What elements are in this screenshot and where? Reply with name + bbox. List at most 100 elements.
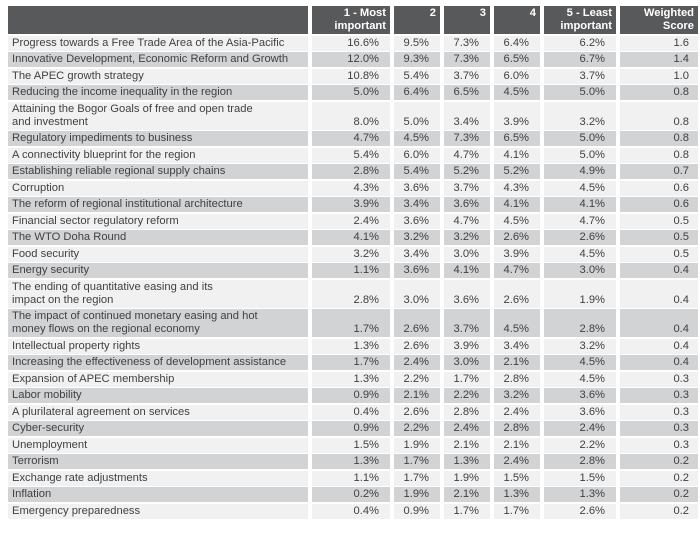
value-cell: 6.5% [444, 85, 490, 100]
value-cell: 6.4% [494, 35, 540, 51]
value-cell: 1.9% [394, 437, 440, 453]
value-cell: 12.0% [312, 52, 390, 67]
value-cell: 6.0% [494, 68, 540, 84]
column-header: 2 [394, 6, 440, 34]
weighted-score-cell: 1.6 [620, 35, 698, 51]
value-cell: 2.4% [494, 454, 540, 469]
column-header: Weighted Score [620, 6, 698, 34]
value-cell: 4.5% [494, 85, 540, 100]
column-header: 1 - Most important [312, 6, 390, 34]
value-cell: 2.1% [444, 437, 490, 453]
row-label: The reform of regional institutional arc… [8, 197, 308, 212]
value-cell: 2.8% [544, 309, 616, 337]
value-cell: 2.6% [494, 230, 540, 245]
value-cell: 1.3% [544, 487, 616, 502]
value-cell: 7.3% [444, 52, 490, 67]
weighted-score-cell: 0.4 [620, 355, 698, 370]
row-label: Energy security [8, 263, 308, 278]
value-cell: 2.6% [544, 503, 616, 519]
value-cell: 10.8% [312, 68, 390, 84]
row-label: Cyber-security [8, 421, 308, 436]
value-cell: 5.0% [312, 85, 390, 100]
value-cell: 1.3% [312, 371, 390, 387]
row-label: Reducing the income inequality in the re… [8, 85, 308, 100]
value-cell: 5.4% [394, 164, 440, 179]
value-cell: 2.2% [544, 437, 616, 453]
value-cell: 7.3% [444, 35, 490, 51]
value-cell: 2.6% [394, 309, 440, 337]
value-cell: 4.1% [312, 230, 390, 245]
value-cell: 2.4% [444, 421, 490, 436]
value-cell: 1.7% [394, 454, 440, 469]
value-cell: 3.2% [444, 230, 490, 245]
value-cell: 4.7% [444, 213, 490, 229]
weighted-score-cell: 0.8 [620, 85, 698, 100]
value-cell: 2.8% [544, 454, 616, 469]
value-cell: 2.8% [444, 404, 490, 420]
value-cell: 1.7% [444, 503, 490, 519]
row-label: The ending of quantitative easing and it… [8, 279, 308, 308]
weighted-score-cell: 0.5 [620, 213, 698, 229]
value-cell: 1.5% [544, 470, 616, 486]
weighted-score-cell: 0.4 [620, 279, 698, 308]
value-cell: 1.9% [444, 470, 490, 486]
value-cell: 2.2% [394, 421, 440, 436]
value-cell: 1.7% [444, 371, 490, 387]
weighted-score-cell: 1.4 [620, 52, 698, 67]
value-cell: 3.6% [444, 279, 490, 308]
value-cell: 1.3% [312, 454, 390, 469]
value-cell: 2.1% [494, 437, 540, 453]
value-cell: 0.9% [312, 421, 390, 436]
value-cell: 2.1% [444, 487, 490, 502]
weighted-score-cell: 0.4 [620, 263, 698, 278]
value-cell: 4.1% [444, 263, 490, 278]
value-cell: 2.8% [312, 279, 390, 308]
row-label: Labor mobility [8, 388, 308, 403]
value-cell: 4.9% [544, 164, 616, 179]
value-cell: 4.7% [544, 213, 616, 229]
weighted-score-cell: 0.3 [620, 421, 698, 436]
value-cell: 4.1% [494, 197, 540, 212]
value-cell: 3.9% [444, 338, 490, 354]
value-cell: 3.7% [444, 68, 490, 84]
value-cell: 4.5% [544, 371, 616, 387]
value-cell: 1.3% [494, 487, 540, 502]
value-cell: 7.3% [444, 131, 490, 146]
value-cell: 4.5% [544, 180, 616, 196]
row-label: Food security [8, 246, 308, 262]
value-cell: 6.7% [544, 52, 616, 67]
weighted-score-cell: 0.3 [620, 437, 698, 453]
row-label: Unemployment [8, 437, 308, 453]
value-cell: 4.3% [312, 180, 390, 196]
value-cell: 1.3% [312, 338, 390, 354]
value-cell: 1.7% [312, 309, 390, 337]
value-cell: 3.2% [494, 388, 540, 403]
value-cell: 6.4% [394, 85, 440, 100]
value-cell: 3.9% [494, 101, 540, 130]
value-cell: 2.2% [444, 388, 490, 403]
value-cell: 4.5% [394, 131, 440, 146]
value-cell: 3.2% [312, 246, 390, 262]
value-cell: 2.6% [494, 279, 540, 308]
weighted-score-cell: 0.2 [620, 503, 698, 519]
value-cell: 1.1% [312, 263, 390, 278]
value-cell: 8.0% [312, 101, 390, 130]
weighted-score-cell: 0.3 [620, 388, 698, 403]
row-label: Progress towards a Free Trade Area of th… [8, 35, 308, 51]
weighted-score-cell: 0.6 [620, 180, 698, 196]
value-cell: 16.6% [312, 35, 390, 51]
value-cell: 1.5% [494, 470, 540, 486]
row-label: Intellectual property rights [8, 338, 308, 354]
value-cell: 2.8% [494, 371, 540, 387]
value-cell: 1.1% [312, 470, 390, 486]
value-cell: 5.0% [544, 147, 616, 163]
value-cell: 6.5% [494, 52, 540, 67]
survey-table: 1 - Most important 2 3 4 5 - Least important… [8, 6, 698, 519]
weighted-score-cell: 0.2 [620, 470, 698, 486]
value-cell: 4.5% [494, 213, 540, 229]
value-cell: 2.4% [544, 421, 616, 436]
value-cell: 4.7% [444, 147, 490, 163]
value-cell: 2.4% [394, 355, 440, 370]
value-cell: 5.4% [312, 147, 390, 163]
row-label: A plurilateral agreement on services [8, 404, 308, 420]
